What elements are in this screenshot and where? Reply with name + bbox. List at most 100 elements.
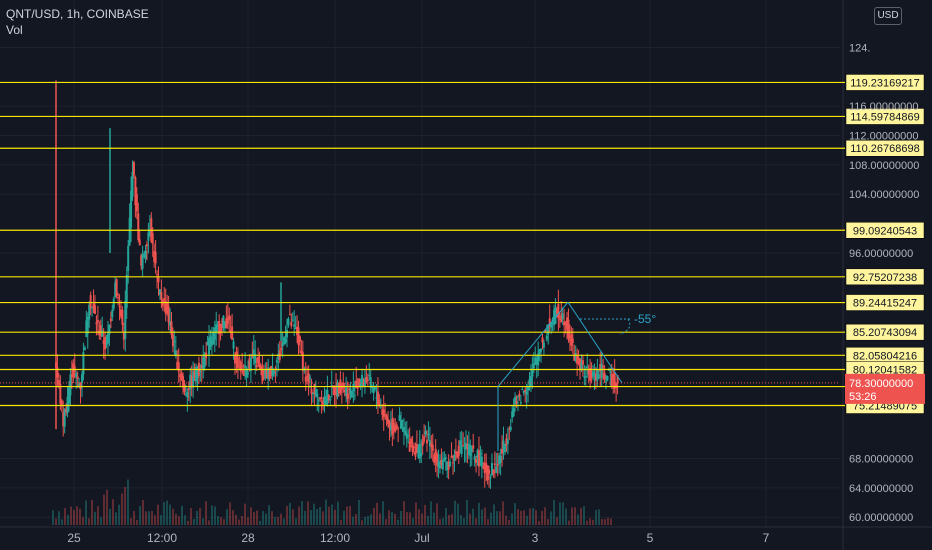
candle-body (284, 338, 287, 343)
candle-body (515, 401, 518, 404)
volume-bar (181, 505, 183, 525)
volume-bar (583, 506, 585, 525)
candle-body (402, 426, 405, 432)
candle-body (156, 274, 159, 276)
volume-bar (253, 512, 255, 525)
candle-body (463, 447, 466, 449)
currency-button[interactable]: USD (874, 7, 902, 25)
candle-body (528, 379, 531, 383)
volume-bar (271, 511, 273, 525)
volume-bar (412, 518, 414, 525)
candle-body (161, 300, 164, 307)
candle-body (444, 457, 447, 460)
candle-body (75, 373, 78, 378)
volume-bar (481, 509, 483, 525)
volume-bar (553, 499, 555, 525)
candle-body (141, 253, 144, 269)
volume-bar (187, 520, 189, 525)
candle-body (540, 348, 543, 352)
candle-body (542, 342, 545, 348)
candle-body (143, 255, 146, 257)
candle-body (516, 396, 519, 398)
volume-bar (268, 505, 270, 525)
candle-body (128, 217, 131, 246)
level-label-box (845, 108, 925, 125)
candle-body (340, 385, 343, 391)
candle-body (223, 321, 226, 329)
candle-body (118, 306, 121, 308)
volume-bar (346, 506, 348, 525)
volume-bar (190, 508, 192, 525)
candle-body (257, 356, 260, 364)
candle-body (265, 368, 268, 379)
level-label-box (845, 323, 925, 341)
volume-bar (445, 508, 447, 525)
volume-bar (70, 506, 72, 525)
volume-bar (202, 518, 204, 525)
volume-bar (229, 502, 231, 525)
candle-body (193, 371, 196, 378)
candle-body (584, 376, 587, 378)
level-label: 80.12041582 (853, 365, 917, 377)
volume-bar (325, 499, 327, 525)
volume-bar (133, 511, 135, 525)
candle-body (134, 177, 137, 206)
candle-body (580, 361, 583, 370)
candle-body (376, 391, 379, 405)
volume-bar (451, 513, 453, 525)
candle-body (613, 372, 616, 389)
angle-annotation: -55° (634, 312, 656, 326)
volume-bar (76, 506, 78, 525)
candle-body (482, 466, 485, 469)
candle-body (304, 376, 307, 382)
candle-body (434, 448, 437, 461)
volume-bar (409, 512, 411, 525)
candle-body (277, 353, 280, 360)
volume-bar (328, 506, 330, 525)
candle-body (56, 367, 59, 378)
volume-bar (307, 501, 309, 525)
volume-bar (220, 517, 222, 525)
candle-body (362, 382, 365, 385)
candle-body (153, 250, 156, 262)
y-tick-label: 60.00000000 (849, 512, 913, 524)
volume-bar (556, 517, 558, 525)
candle-body (545, 335, 548, 340)
candle-body (98, 330, 101, 336)
volume-bar (208, 520, 210, 525)
candle-body (184, 393, 187, 395)
candle-body (356, 387, 359, 389)
volume-bar (580, 507, 582, 525)
candle-body (505, 438, 508, 446)
volume-bar (322, 511, 324, 525)
x-tick-label: Jul (414, 531, 429, 545)
candle-body (558, 318, 561, 320)
candle-body (413, 447, 416, 449)
volume-bar (511, 513, 513, 525)
volume-bar (496, 511, 498, 525)
candle-body (430, 443, 433, 448)
candle-body (57, 380, 60, 385)
candle-body (391, 418, 394, 435)
candle-body (508, 428, 511, 430)
candle-body (495, 466, 498, 473)
candle-body (509, 426, 512, 431)
candle-body (232, 341, 235, 349)
volume-bar (505, 515, 507, 525)
candle-body (111, 310, 114, 318)
candle-body (522, 390, 525, 393)
candle-body (148, 229, 151, 236)
candle-body (616, 375, 619, 383)
volume-bar (217, 515, 219, 525)
candle-body (272, 371, 275, 375)
volume-bar (79, 508, 81, 525)
candle-body (246, 372, 249, 375)
candle-body (106, 333, 109, 344)
candle-body (410, 438, 413, 445)
candle-body (60, 400, 63, 405)
x-tick-label: 7 (763, 531, 770, 545)
volume-bar (211, 505, 213, 525)
candle-body (521, 389, 524, 391)
candle-body (317, 399, 320, 401)
